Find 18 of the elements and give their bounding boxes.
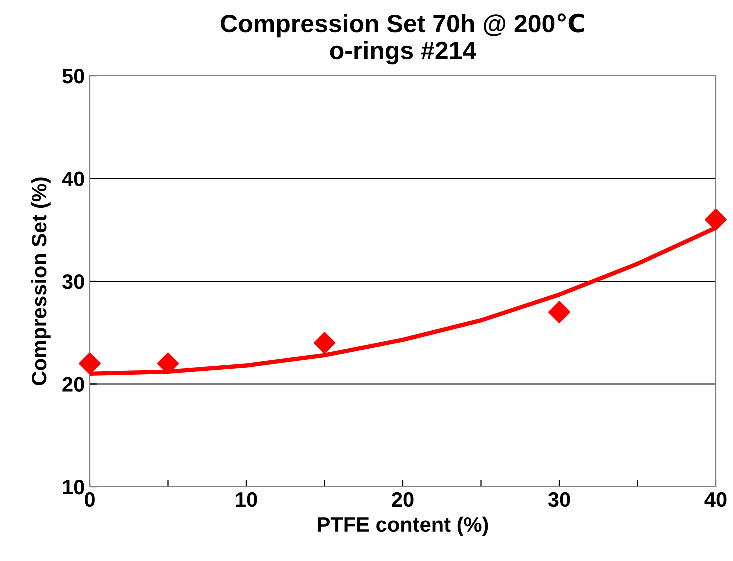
y-tick-label: 10 [63, 480, 84, 495]
x-tick-label: 40 [704, 492, 727, 508]
y-tick-label: 50 [62, 69, 84, 84]
x-tick-label: 20 [392, 492, 414, 508]
x-tick-label: 10 [236, 492, 258, 508]
x-tick-label: 0 [85, 492, 95, 508]
y-axis-title: Compression Set (%) [31, 178, 51, 386]
point [157, 352, 180, 375]
point [79, 352, 101, 375]
x-tick-label: 30 [548, 492, 570, 508]
y-tick-label: 30 [62, 274, 84, 290]
point [548, 301, 570, 324]
y-tick-label: 40 [62, 172, 84, 187]
chart-title: Compression Set 70h @ 200℃ o-rings #214 [221, 14, 584, 65]
y-tick-label: 20 [62, 377, 84, 392]
x-axis-title: PTFE content (%) [318, 516, 488, 536]
point [314, 332, 336, 354]
point [705, 208, 727, 231]
